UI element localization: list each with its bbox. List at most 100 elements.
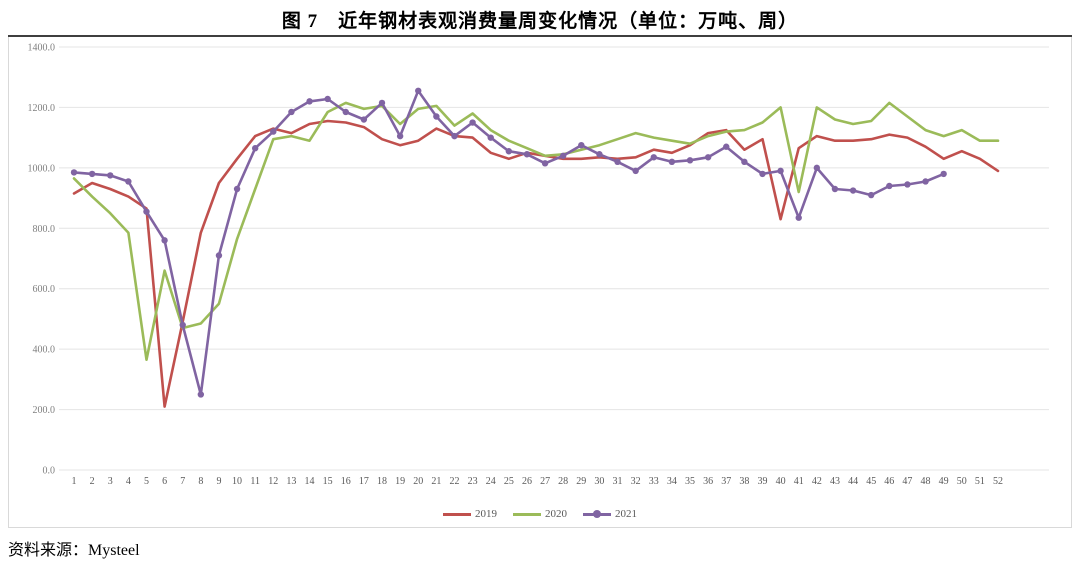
data-point-marker-2021 bbox=[578, 141, 585, 149]
data-point-marker-2021 bbox=[596, 151, 603, 158]
data-point-marker-2021 bbox=[324, 95, 331, 103]
data-point-marker-2021 bbox=[469, 119, 476, 126]
legend-label-2019: 2019 bbox=[475, 508, 497, 520]
x-tick-label: 51 bbox=[975, 476, 985, 487]
x-tick-label: 15 bbox=[323, 476, 333, 487]
data-point-marker-2021 bbox=[487, 134, 494, 141]
x-tick-label: 37 bbox=[721, 476, 731, 487]
data-point-marker-2021 bbox=[342, 108, 349, 116]
chart-title: 图 7 近年钢材表观消费量周变化情况（单位：万吨、周） bbox=[281, 11, 799, 32]
title-divider-line bbox=[8, 35, 1072, 37]
data-point-marker-2021 bbox=[632, 167, 639, 175]
x-tick-label: 47 bbox=[902, 476, 912, 487]
x-tick-label: 30 bbox=[594, 476, 604, 487]
y-tick-label: 600.0 bbox=[33, 284, 56, 295]
x-tick-label: 33 bbox=[649, 476, 659, 487]
y-tick-label: 800.0 bbox=[33, 224, 56, 235]
y-tick-label: 0.0 bbox=[43, 466, 56, 477]
data-point-marker-2021 bbox=[650, 154, 657, 161]
x-tick-label: 45 bbox=[866, 476, 876, 487]
data-point-marker-2021 bbox=[161, 237, 168, 244]
data-point-marker-2021 bbox=[143, 208, 150, 215]
x-tick-label: 12 bbox=[268, 476, 278, 487]
x-tick-label: 20 bbox=[413, 476, 423, 487]
data-point-marker-2021 bbox=[867, 191, 875, 199]
x-tick-label: 41 bbox=[794, 476, 804, 487]
data-point-marker-2021 bbox=[288, 108, 295, 116]
x-tick-label: 40 bbox=[776, 476, 786, 487]
data-point-marker-2021 bbox=[270, 128, 277, 135]
x-tick-label: 7 bbox=[180, 476, 185, 487]
x-tick-label: 11 bbox=[250, 476, 260, 487]
x-tick-label: 25 bbox=[504, 476, 514, 487]
legend-swatch-2019 bbox=[443, 512, 471, 516]
x-tick-label: 3 bbox=[108, 476, 113, 487]
y-tick-label: 200.0 bbox=[33, 405, 56, 416]
data-point-marker-2021 bbox=[795, 214, 802, 221]
x-tick-label: 27 bbox=[540, 476, 550, 487]
x-tick-label: 44 bbox=[848, 476, 858, 487]
data-point-marker-2021 bbox=[614, 158, 621, 166]
y-tick-label: 1000.0 bbox=[28, 163, 56, 174]
data-point-marker-2021 bbox=[197, 391, 205, 398]
data-point-marker-2021 bbox=[741, 158, 748, 166]
x-tick-label: 23 bbox=[468, 476, 478, 487]
x-tick-label: 39 bbox=[757, 476, 767, 487]
x-tick-label: 48 bbox=[921, 476, 931, 487]
data-point-marker-2021 bbox=[723, 143, 730, 150]
x-tick-label: 22 bbox=[449, 476, 459, 487]
data-point-marker-2021 bbox=[125, 178, 132, 185]
x-tick-label: 8 bbox=[198, 476, 203, 487]
x-tick-label: 46 bbox=[884, 476, 894, 487]
x-tick-label: 14 bbox=[305, 476, 315, 487]
x-tick-label: 19 bbox=[395, 476, 405, 487]
data-point-marker-2021 bbox=[107, 172, 114, 179]
legend-item-2020: 2020 bbox=[513, 508, 567, 520]
x-tick-label: 6 bbox=[162, 476, 167, 487]
y-tick-label: 1200.0 bbox=[28, 103, 56, 114]
data-point-marker-2021 bbox=[360, 116, 368, 123]
x-tick-label: 18 bbox=[377, 476, 387, 487]
data-point-marker-2021 bbox=[378, 99, 386, 107]
legend-item-2021: 2021 bbox=[583, 508, 637, 520]
data-point-marker-2021 bbox=[668, 158, 676, 166]
data-point-marker-2021 bbox=[759, 170, 766, 178]
data-point-marker-2021 bbox=[251, 145, 259, 152]
data-point-marker-2021 bbox=[922, 178, 929, 185]
data-point-marker-2021 bbox=[940, 170, 947, 178]
x-tick-label: 42 bbox=[812, 476, 822, 487]
x-tick-label: 17 bbox=[359, 476, 369, 487]
x-tick-label: 13 bbox=[286, 476, 296, 487]
data-point-marker-2021 bbox=[505, 148, 513, 155]
y-tick-label: 400.0 bbox=[33, 345, 56, 356]
x-tick-label: 36 bbox=[703, 476, 713, 487]
data-point-marker-2021 bbox=[886, 182, 893, 190]
data-point-marker-2021 bbox=[433, 113, 440, 120]
data-point-marker-2021 bbox=[704, 154, 712, 161]
y-tick-label: 1400.0 bbox=[28, 43, 56, 54]
data-point-marker-2021 bbox=[541, 160, 549, 167]
data-point-marker-2021 bbox=[559, 152, 567, 159]
data-point-marker-2021 bbox=[88, 170, 96, 178]
x-tick-label: 52 bbox=[993, 476, 1003, 487]
x-tick-label: 49 bbox=[939, 476, 949, 487]
source-note: 资料来源：Mysteel bbox=[8, 542, 140, 559]
x-tick-label: 34 bbox=[667, 476, 677, 487]
data-point-marker-2021 bbox=[777, 167, 784, 175]
x-tick-label: 38 bbox=[739, 476, 749, 487]
data-point-marker-2021 bbox=[451, 132, 458, 140]
series-line-2019 bbox=[72, 119, 1000, 408]
data-point-marker-2021 bbox=[849, 187, 857, 194]
data-point-marker-2021 bbox=[686, 157, 694, 164]
data-point-marker-2021 bbox=[831, 185, 839, 193]
chart-container: 0.0 200.0 400.0 600.0 800.0 1000.0 1200.0 1400.… bbox=[8, 37, 1072, 528]
legend-label-2021: 2021 bbox=[615, 508, 637, 520]
x-tick-label: 26 bbox=[522, 476, 532, 487]
x-tick-label: 50 bbox=[957, 476, 967, 487]
data-point-marker-2021 bbox=[523, 151, 531, 158]
data-point-marker-2021 bbox=[904, 181, 911, 188]
x-tick-label: 10 bbox=[232, 476, 242, 487]
x-tick-label: 43 bbox=[830, 476, 840, 487]
legend-label-2020: 2020 bbox=[545, 508, 567, 520]
